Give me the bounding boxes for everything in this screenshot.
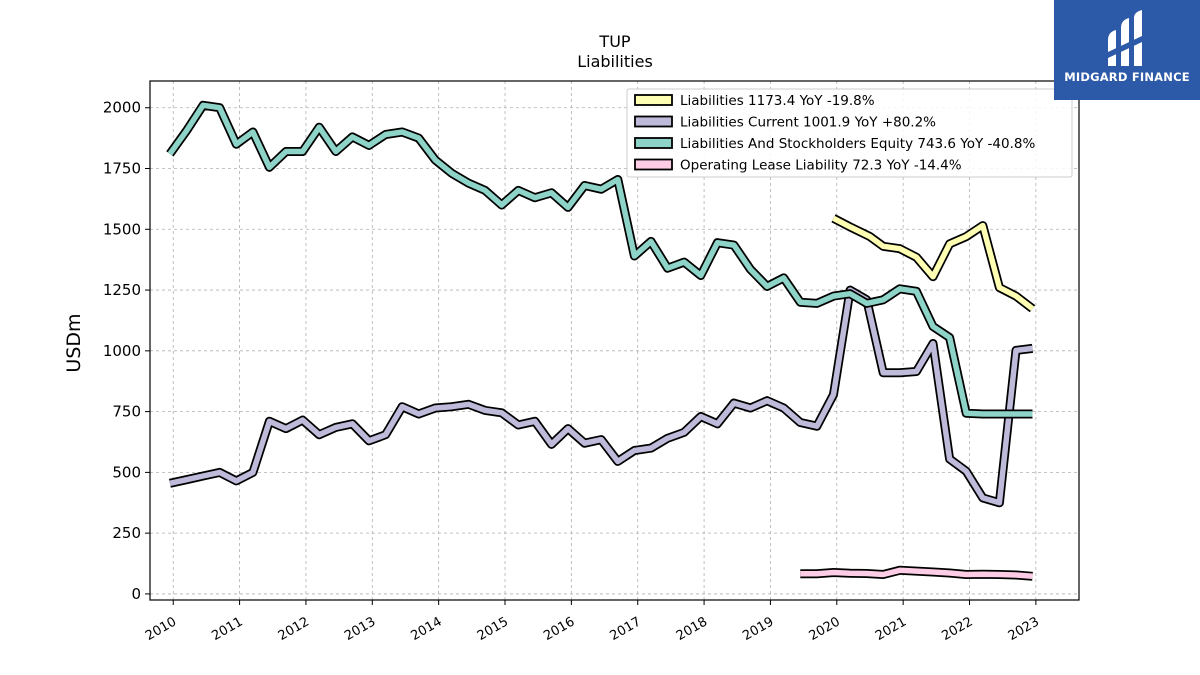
series-lines [166, 100, 1036, 581]
y-tick-label: 500 [112, 463, 141, 481]
legend-entry-label: Operating Lease Liability 72.3 YoY -14.4… [680, 158, 962, 174]
x-tick-label: 2013 [342, 614, 378, 644]
chart-title: TUP [598, 32, 630, 51]
legend-swatch [634, 94, 673, 106]
legend-entry-label: Liabilities And Stockholders Equity 743.… [680, 136, 1035, 152]
series-line [832, 215, 1035, 311]
x-tick-label: 2019 [740, 614, 776, 644]
y-tick-label: 250 [112, 524, 141, 542]
x-tick-label: 2021 [873, 614, 909, 644]
series-line [169, 287, 1033, 506]
series-liabilities [831, 214, 1036, 313]
y-tick-label: 1000 [103, 342, 141, 360]
x-tick-label: 2012 [276, 614, 312, 644]
brand-logo: MIDGARD FINANCE [1054, 0, 1200, 100]
series-liabilities-current [168, 285, 1034, 508]
legend-box [626, 88, 1073, 178]
legend-swatch [634, 115, 673, 128]
legend-entry-label: Liabilities Current 1001.9 YoY +80.2% [680, 115, 936, 131]
series-liabilities-and-stockholders-equity [166, 100, 1033, 419]
x-tick-label: 2016 [541, 614, 577, 644]
legend-entry-label: Liabilities 1173.4 YoY -19.8% [680, 93, 875, 109]
series-line [167, 102, 1033, 417]
y-tick-label: 1250 [103, 281, 141, 299]
legend: Liabilities 1173.4 YoY -19.8% Liabilities… [626, 88, 1073, 178]
y-axis-label: USDm [63, 313, 85, 372]
x-tick-label: 2017 [608, 614, 644, 644]
x-tick-label: 2023 [1006, 614, 1042, 644]
plot-frame [149, 80, 1080, 601]
y-tick-label: 1750 [103, 160, 141, 178]
x-tick-label: 2011 [209, 614, 245, 644]
series-operating-lease-liability [800, 565, 1033, 581]
x-tick-label: 2020 [807, 614, 843, 644]
series-line [800, 567, 1033, 580]
y-tick-label: 2000 [103, 99, 141, 117]
x-tick-label: 2018 [674, 614, 710, 644]
logo-text: MIDGARD FINANCE [1064, 70, 1190, 84]
logo-mark-icon [1108, 10, 1142, 66]
y-tick-label: 1500 [103, 220, 141, 238]
legend-swatch [634, 158, 673, 171]
legend-swatch [634, 137, 673, 149]
x-tick-label: 2014 [408, 614, 444, 644]
x-tick-label: 2022 [939, 614, 975, 644]
chart-subtitle: Liabilities [577, 52, 653, 71]
y-tick-label: 0 [131, 585, 141, 603]
x-tick-label: 2010 [143, 614, 179, 644]
y-tick-label: 750 [112, 403, 141, 421]
x-tick-label: 2015 [475, 614, 511, 644]
